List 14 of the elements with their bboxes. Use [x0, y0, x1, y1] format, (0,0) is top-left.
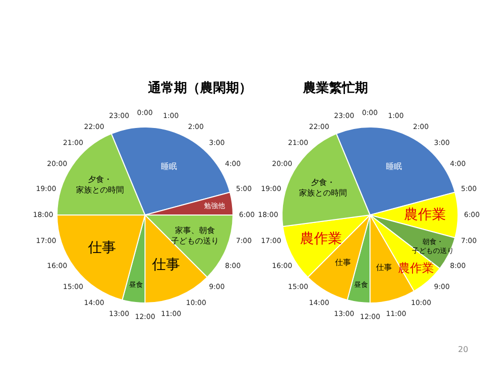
- chart-title: 通常期（農閑期）: [147, 80, 252, 96]
- text: 20: [458, 345, 468, 354]
- slice-label: 夕食・家族との時間: [299, 178, 347, 198]
- slice-label: 農作業: [300, 231, 342, 247]
- slice-label: 夕食・家族との時間: [76, 175, 124, 194]
- slice-label: 仕事: [151, 257, 180, 273]
- slice-label: 農作業: [404, 207, 446, 223]
- slice-label: 家事、朝食子どもの送り: [171, 226, 219, 246]
- slice-label: 仕事: [335, 258, 351, 267]
- chart-title: 農業繁忙期: [302, 80, 368, 96]
- slice-label: 仕事: [87, 240, 116, 256]
- slice-label: 睡眠: [161, 162, 177, 171]
- slice-label: 仕事: [376, 263, 392, 272]
- slice-label: 睡眠: [386, 162, 402, 171]
